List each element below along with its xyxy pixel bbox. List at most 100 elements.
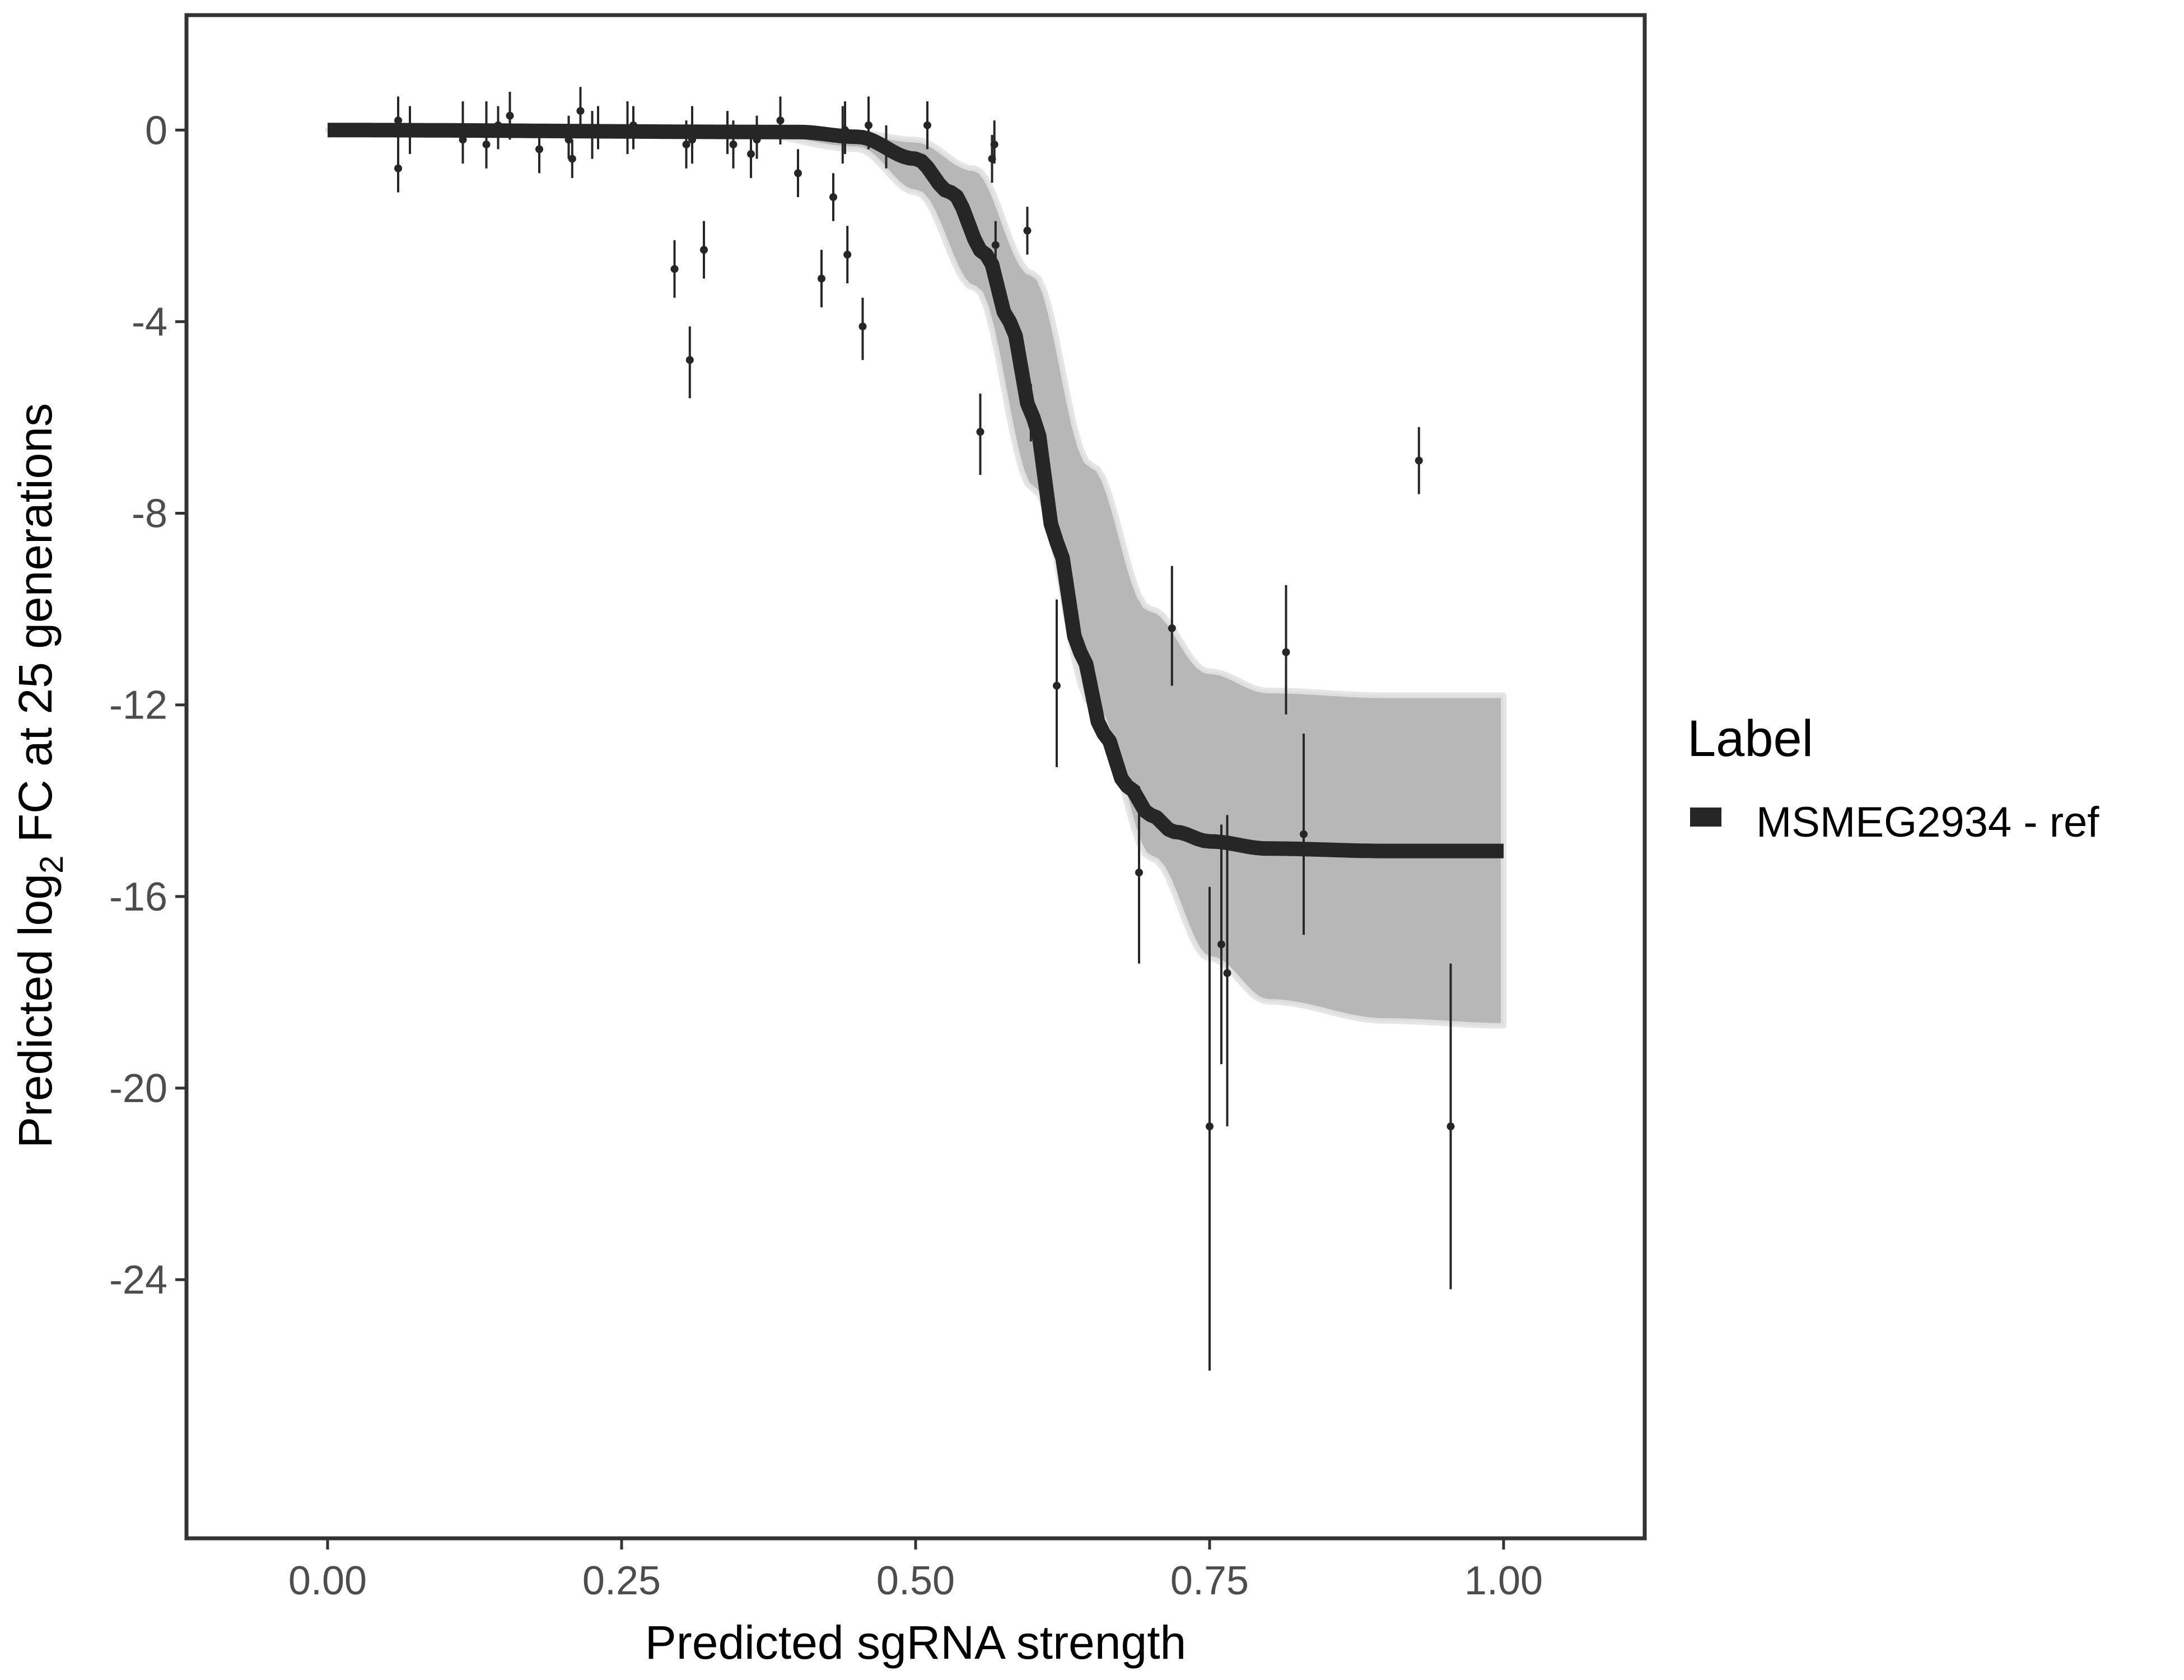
data-point	[506, 91, 514, 140]
data-point-marker	[394, 116, 402, 125]
data-point-marker	[682, 140, 690, 148]
data-point	[682, 120, 690, 169]
data-point-marker	[990, 140, 998, 148]
data-point-marker	[976, 428, 984, 436]
data-points-layer	[394, 87, 1455, 1371]
data-point-marker	[700, 246, 708, 254]
data-point	[700, 221, 708, 279]
data-point-marker	[670, 265, 679, 273]
data-point-marker	[776, 116, 785, 125]
data-point-marker	[406, 126, 414, 134]
y-axis-title: Predicted log2 FC at 25 generations	[9, 403, 70, 1148]
data-point	[829, 173, 837, 221]
fit-curve-line	[326, 123, 1505, 858]
data-point	[568, 139, 576, 178]
data-point	[753, 115, 761, 159]
y-axis-title-suffix: FC at 25 generations	[9, 403, 62, 856]
data-point-marker	[794, 169, 802, 178]
y-axis-ticks: 0 -4 -8 -12 -16 -20 -24	[109, 108, 185, 1303]
data-point-marker	[858, 322, 867, 330]
data-point-marker	[753, 136, 761, 144]
data-point	[843, 226, 852, 283]
data-point	[1223, 815, 1231, 1127]
data-point-marker	[1206, 1122, 1214, 1131]
x-axis-ticks: 0.00 0.25 0.50 0.75 1.00	[288, 1540, 1543, 1603]
data-point-marker	[685, 356, 694, 364]
y-tick-label: -8	[132, 492, 167, 536]
data-point-marker	[865, 121, 872, 129]
data-point-marker	[1300, 830, 1308, 838]
data-point	[594, 106, 602, 150]
data-point	[747, 130, 755, 178]
data-point-marker	[991, 241, 1000, 249]
data-point-marker	[1135, 869, 1143, 877]
data-point	[1217, 824, 1225, 1065]
data-point	[629, 106, 637, 150]
data-point-marker	[1168, 624, 1176, 632]
data-point	[688, 106, 696, 164]
y-tick-label: -4	[132, 300, 167, 344]
data-point	[406, 106, 414, 155]
data-point-marker	[1217, 940, 1225, 949]
data-point-marker	[843, 250, 852, 259]
data-point	[1023, 207, 1032, 255]
data-point	[794, 149, 802, 198]
y-axis-title-subscript: 2	[34, 856, 70, 874]
data-point	[858, 297, 867, 360]
data-point	[576, 87, 585, 135]
data-point-marker	[629, 121, 637, 129]
data-point-marker	[1446, 1122, 1455, 1131]
data-point	[724, 111, 731, 155]
y-tick-label: -12	[109, 683, 167, 728]
x-axis-title: Predicted sgRNA strength	[645, 1616, 1187, 1669]
data-point	[1053, 599, 1061, 767]
data-point-marker	[1026, 408, 1035, 417]
data-point	[588, 111, 596, 159]
y-tick-label: -24	[109, 1258, 167, 1303]
data-point	[1300, 734, 1308, 935]
data-point	[535, 130, 543, 174]
data-point	[494, 106, 502, 150]
data-point	[729, 120, 738, 169]
data-point	[1446, 963, 1455, 1290]
data-point	[976, 393, 984, 475]
data-point-marker	[394, 164, 402, 172]
data-point-marker	[494, 121, 502, 129]
data-point	[1026, 384, 1035, 442]
y-tick-label: 0	[145, 108, 167, 153]
data-point	[1206, 886, 1214, 1371]
data-point	[1282, 585, 1290, 715]
x-tick-label: 0.75	[1170, 1558, 1249, 1603]
data-point-marker	[568, 155, 576, 163]
data-point-marker	[1023, 226, 1032, 235]
data-point-marker	[1282, 648, 1290, 656]
x-tick-label: 0.50	[876, 1558, 955, 1603]
plot-panel-border	[184, 13, 1647, 1541]
data-point	[841, 101, 849, 155]
data-point-marker	[688, 136, 696, 144]
data-point-marker	[506, 111, 514, 120]
y-tick-label: -16	[109, 875, 167, 920]
data-point	[923, 101, 931, 150]
x-tick-label: 1.00	[1464, 1558, 1543, 1603]
data-point	[1168, 566, 1176, 686]
x-tick-label: 0.25	[582, 1558, 661, 1603]
data-point	[482, 101, 491, 169]
data-point-marker	[594, 126, 602, 134]
data-point	[670, 240, 679, 298]
data-point	[776, 96, 785, 144]
data-point	[459, 101, 467, 164]
data-point-marker	[1415, 456, 1423, 465]
data-point-marker	[588, 130, 596, 139]
x-tick-label: 0.00	[288, 1558, 367, 1603]
data-point-marker	[1053, 682, 1061, 690]
data-point-marker	[576, 107, 585, 115]
data-point-marker	[1223, 969, 1231, 977]
legend-entry-label: MSMEG2934 - ref	[1756, 799, 2099, 846]
data-point	[394, 144, 402, 193]
data-point-marker	[729, 140, 738, 148]
data-point-marker	[623, 126, 632, 134]
data-point-marker	[829, 193, 837, 202]
data-point	[623, 101, 632, 155]
